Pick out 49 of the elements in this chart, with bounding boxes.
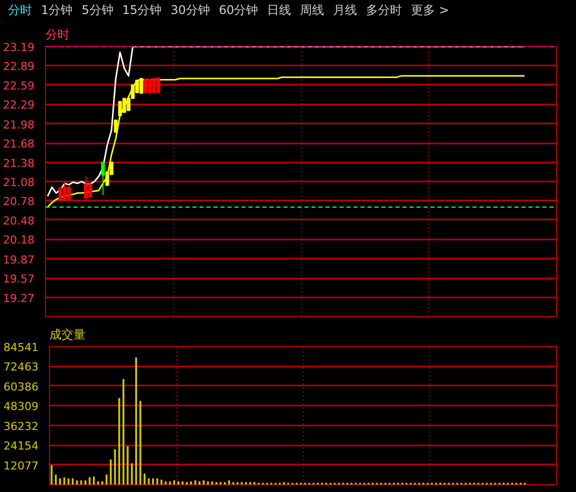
y-tick-label: 21.38	[3, 156, 35, 170]
y-tick-label: 48309	[4, 400, 39, 414]
candlestick	[62, 182, 67, 201]
text: 多分时	[366, 3, 402, 17]
candlestick	[139, 78, 144, 94]
candlestick	[148, 78, 152, 94]
text: 日线	[267, 3, 292, 17]
candlestick	[156, 77, 160, 94]
candlestick	[67, 186, 71, 200]
y-tick-label: 20.18	[3, 234, 35, 247]
candlestick	[88, 184, 92, 198]
text: 60分钟	[218, 3, 258, 17]
text: 更多 >	[411, 3, 449, 17]
y-tick-label: 60386	[4, 380, 39, 394]
y-tick-label: 22.89	[3, 60, 35, 74]
line-series	[46, 75, 526, 208]
y-tick-label: 22.59	[3, 79, 35, 92]
chart-title: 分时	[46, 28, 70, 42]
candlestick	[101, 162, 105, 196]
y-tick-label: 19.57	[3, 272, 35, 286]
text: 1分钟	[41, 3, 73, 17]
y-tick-label: 20.48	[3, 214, 35, 228]
y-tick-label: 21.68	[3, 138, 35, 151]
y-tick-label: 23.19	[3, 41, 35, 54]
candlestick	[118, 101, 122, 116]
candlestick	[144, 78, 148, 94]
y-tick-label: 72463	[4, 360, 39, 374]
text: 分时	[8, 3, 32, 17]
text: 月线	[333, 3, 358, 17]
y-tick-label: 19.87	[3, 253, 35, 266]
candlestick	[84, 176, 88, 199]
text: 30分钟	[170, 3, 210, 17]
y-tick-label: 20.78	[3, 195, 35, 208]
y-tick-label: 21.08	[3, 176, 35, 189]
y-tick-label: 36232	[4, 420, 39, 433]
text: 5分钟	[82, 3, 114, 17]
candlestick	[152, 78, 156, 94]
candlestick	[58, 187, 62, 201]
text: 周线	[300, 3, 324, 17]
y-tick-label: 21.98	[3, 118, 35, 132]
y-tick-label: 19.27	[3, 292, 35, 305]
y-tick-label: 24154	[4, 440, 39, 453]
y-tick-label: 22.29	[3, 98, 35, 112]
chart-title: 成交量	[50, 328, 86, 342]
y-tick-label: 84541	[4, 341, 39, 354]
text: 15分钟	[122, 3, 162, 17]
candlestick	[114, 120, 118, 133]
candlestick	[122, 98, 126, 113]
y-tick-label: 12077	[4, 459, 39, 472]
